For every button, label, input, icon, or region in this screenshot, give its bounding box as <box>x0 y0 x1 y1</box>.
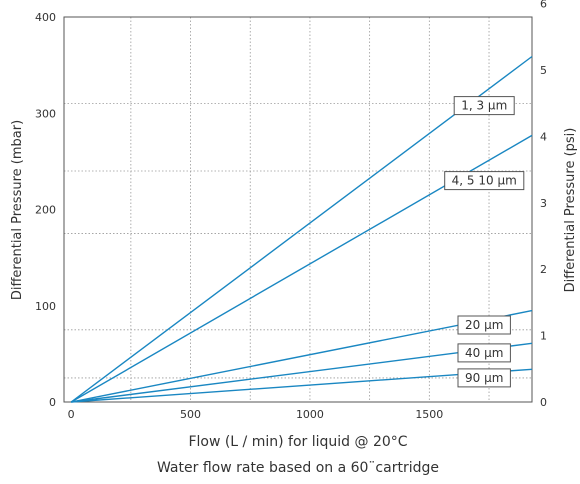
series-label-text: 40 µm <box>465 346 503 360</box>
series-label-1: 4, 5 10 µm <box>444 171 525 191</box>
series-label-box <box>444 171 525 191</box>
series-line-4 <box>71 368 533 403</box>
y2-tick-label: 1 <box>540 330 547 343</box>
series-label-0: 1, 3 µm <box>453 96 515 116</box>
series-label-box <box>453 96 515 116</box>
y-tick-label: 400 <box>35 11 56 24</box>
series-line-2 <box>71 309 533 403</box>
series-label-4: 90 µm <box>457 368 511 388</box>
y2-tick-label: 4 <box>540 130 547 143</box>
x-tick-label: 500 <box>180 408 201 421</box>
series-label-box <box>457 368 511 388</box>
series-labels: 1, 3 µm 4, 5 10 µm 20 µm 40 µm 90 µm <box>444 96 525 388</box>
x-tick-label: 0 <box>68 408 75 421</box>
chart-subtitle: Water flow rate based on a 60¨cartridge <box>157 460 439 476</box>
x-axis-title: Flow (L / min) for liquid @ 20°C <box>188 434 407 450</box>
y-tick-label: 100 <box>35 300 56 313</box>
y2-tick-label: 5 <box>540 64 547 77</box>
grid <box>64 17 532 402</box>
y-axis-ticks: 0 100 200 300 400 <box>35 11 56 409</box>
series-label-box <box>457 315 511 335</box>
series-label-text: 90 µm <box>465 371 503 385</box>
y2-tick-label: 0 <box>540 396 547 409</box>
y2-axis-title: Differential Pressure (psi) <box>563 128 578 293</box>
series-line-3 <box>71 342 533 403</box>
x-tick-label: 1000 <box>296 408 324 421</box>
y-axis-title: Differential Pressure (mbar) <box>10 120 25 300</box>
x-tick-label: 1500 <box>415 408 443 421</box>
y2-tick-label: 3 <box>540 197 547 210</box>
series-label-text: 4, 5 10 µm <box>452 174 517 188</box>
y-tick-label: 0 <box>49 396 56 409</box>
y2-axis-ticks: 0 1 2 3 4 5 6 <box>540 0 547 409</box>
series-label-text: 20 µm <box>465 318 503 332</box>
series-label-3: 40 µm <box>457 343 511 363</box>
y-tick-label: 200 <box>35 204 56 217</box>
y-tick-label: 300 <box>35 107 56 120</box>
y2-tick-label: 2 <box>540 263 547 276</box>
x-axis-ticks: 0 500 1000 1500 <box>68 408 444 421</box>
y2-tick-label: 6 <box>540 0 547 11</box>
series-label-2: 20 µm <box>457 315 511 335</box>
series-label-box <box>457 343 511 363</box>
series-label-text: 1, 3 µm <box>461 99 507 113</box>
plot-frame <box>63 16 533 403</box>
